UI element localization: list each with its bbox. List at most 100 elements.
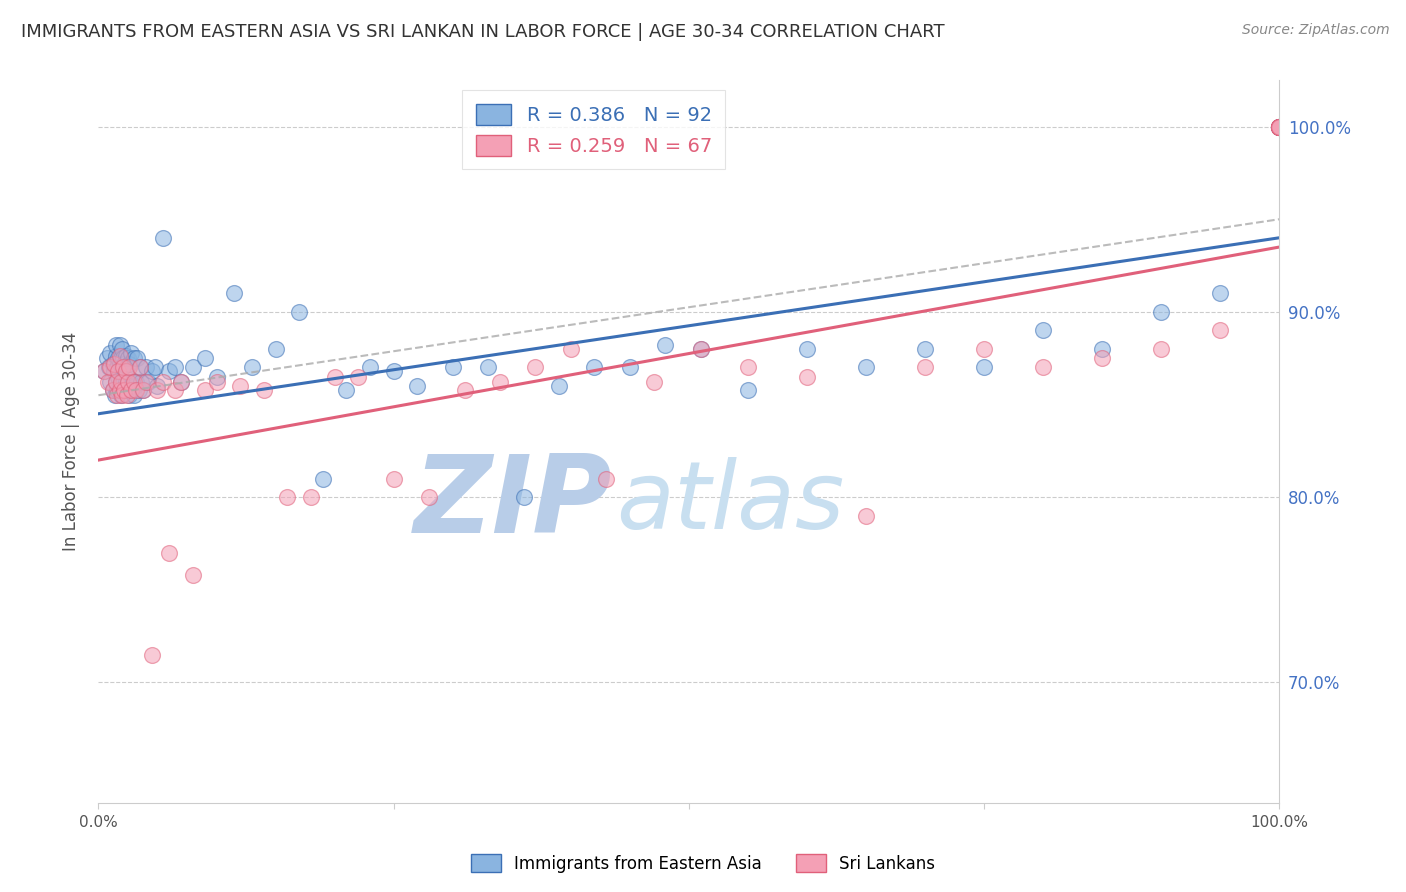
Text: ZIP: ZIP — [413, 450, 612, 556]
Point — [583, 360, 606, 375]
Point — [118, 357, 141, 371]
Text: Source: ZipAtlas.com: Source: ZipAtlas.com — [1241, 23, 1389, 37]
Point — [112, 383, 135, 397]
Point — [97, 376, 120, 390]
Point — [132, 383, 155, 397]
Point — [103, 364, 125, 378]
Point — [98, 376, 121, 390]
Point — [115, 360, 138, 375]
Point — [120, 383, 142, 397]
Point — [107, 369, 129, 384]
Point — [619, 360, 641, 375]
Point — [181, 360, 204, 375]
Point — [453, 383, 475, 397]
Point — [418, 490, 440, 504]
Point — [105, 338, 128, 352]
Point — [124, 379, 146, 393]
Point — [973, 342, 995, 356]
Point — [128, 360, 150, 375]
Point — [98, 345, 121, 359]
Point — [1032, 323, 1054, 337]
Point — [1268, 120, 1291, 134]
Point — [796, 342, 818, 356]
Point — [114, 376, 136, 390]
Point — [914, 360, 936, 375]
Point — [135, 376, 157, 390]
Point — [1268, 120, 1291, 134]
Point — [152, 231, 174, 245]
Point — [122, 351, 145, 366]
Point — [1268, 120, 1291, 134]
Point — [1268, 120, 1291, 134]
Point — [689, 342, 711, 356]
Point — [112, 351, 135, 366]
Point — [111, 388, 134, 402]
Point — [141, 364, 163, 378]
Point — [312, 472, 335, 486]
Point — [560, 342, 582, 356]
Point — [288, 305, 311, 319]
Point — [128, 360, 150, 375]
Point — [110, 376, 132, 390]
Point — [1268, 120, 1291, 134]
Point — [110, 351, 132, 366]
Point — [170, 376, 193, 390]
Point — [98, 360, 121, 375]
Point — [170, 376, 193, 390]
Point — [524, 360, 547, 375]
Point — [595, 472, 617, 486]
Point — [103, 357, 125, 371]
Point — [1091, 351, 1114, 366]
Point — [112, 360, 135, 375]
Point — [914, 342, 936, 356]
Point — [117, 351, 139, 366]
Point — [1268, 120, 1291, 134]
Point — [111, 383, 134, 397]
Point — [115, 383, 138, 397]
Legend: R = 0.386   N = 92, R = 0.259   N = 67: R = 0.386 N = 92, R = 0.259 N = 67 — [463, 90, 725, 169]
Point — [796, 369, 818, 384]
Point — [101, 357, 124, 371]
Point — [105, 376, 128, 390]
Point — [323, 369, 346, 384]
Point — [121, 345, 143, 359]
Point — [105, 349, 128, 363]
Point — [108, 338, 131, 352]
Point — [205, 369, 228, 384]
Point — [689, 342, 711, 356]
Point — [194, 383, 217, 397]
Point — [181, 568, 204, 582]
Point — [111, 342, 134, 356]
Point — [1209, 323, 1232, 337]
Point — [105, 376, 128, 390]
Point — [194, 351, 217, 366]
Point — [114, 349, 136, 363]
Point — [127, 351, 149, 366]
Point — [112, 383, 135, 397]
Point — [737, 360, 759, 375]
Point — [737, 383, 759, 397]
Point — [1268, 120, 1291, 134]
Point — [96, 351, 118, 366]
Point — [132, 383, 155, 397]
Point — [1268, 120, 1291, 134]
Point — [643, 376, 665, 390]
Point — [512, 490, 534, 504]
Point — [276, 490, 298, 504]
Point — [1268, 120, 1291, 134]
Point — [108, 379, 131, 393]
Point — [115, 388, 138, 402]
Point — [136, 376, 159, 390]
Point — [1032, 360, 1054, 375]
Point — [114, 364, 136, 378]
Point — [1268, 120, 1291, 134]
Text: atlas: atlas — [616, 458, 844, 549]
Point — [105, 383, 128, 397]
Point — [117, 376, 139, 390]
Point — [165, 360, 187, 375]
Point — [141, 648, 163, 662]
Point — [973, 360, 995, 375]
Point — [135, 360, 157, 375]
Point — [205, 376, 228, 390]
Point — [1268, 120, 1291, 134]
